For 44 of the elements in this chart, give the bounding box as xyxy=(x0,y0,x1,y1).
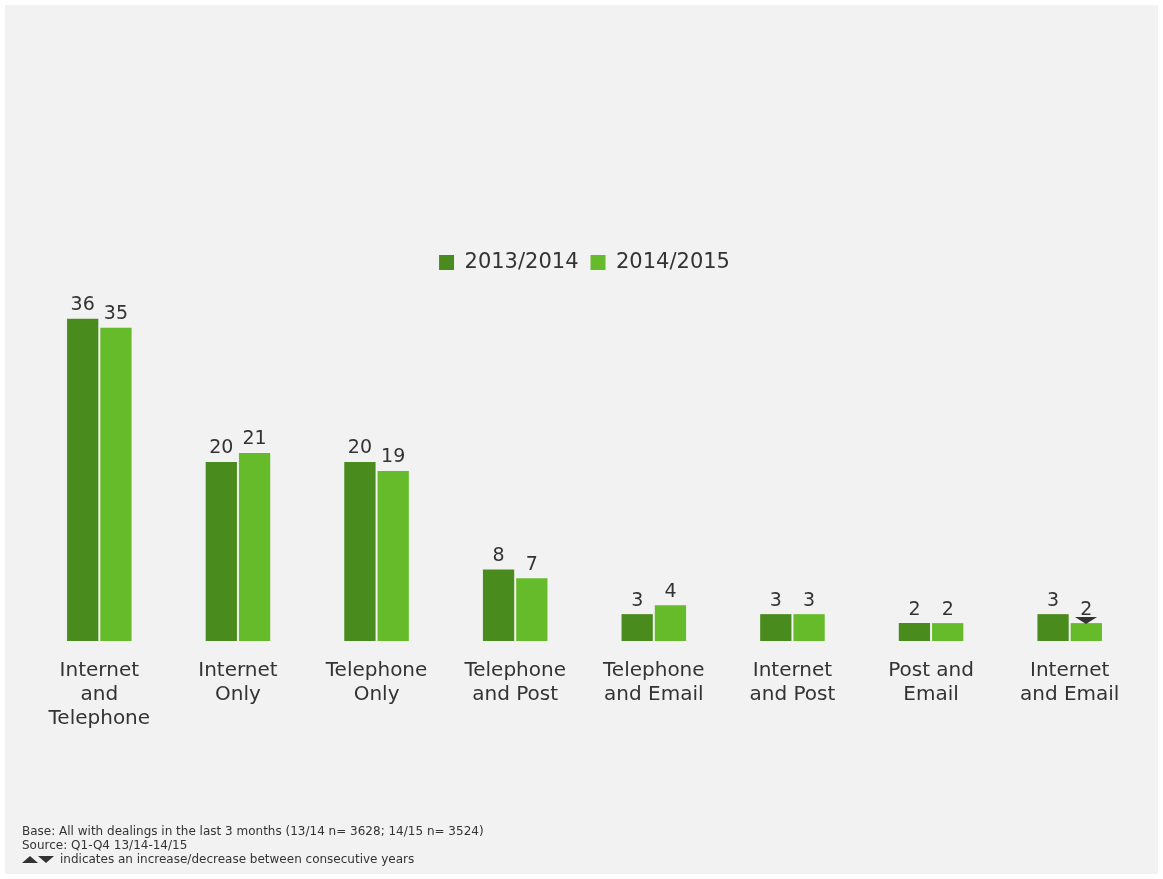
data-label: 3 xyxy=(1047,587,1060,610)
legend-label: 2013/2014 xyxy=(464,248,579,273)
data-label: 20 xyxy=(347,435,373,458)
x-tick-label: Telephone and Post xyxy=(463,657,566,706)
data-label: 19 xyxy=(381,444,406,467)
data-label: 35 xyxy=(103,301,129,324)
data-label: 3 xyxy=(631,587,644,610)
data-label: 21 xyxy=(242,426,267,449)
bar xyxy=(344,462,376,641)
bar xyxy=(1037,614,1069,641)
bar xyxy=(760,614,792,641)
legend-label: 2014/2015 xyxy=(616,248,730,273)
bar xyxy=(898,623,931,641)
x-tick-label: Internet and Email xyxy=(1019,657,1120,706)
bar xyxy=(377,470,409,641)
data-label: 20 xyxy=(209,435,234,458)
data-label: 2 xyxy=(908,596,921,619)
data-label: 36 xyxy=(70,292,95,315)
data-label: 8 xyxy=(492,542,505,565)
x-tick-label: Internet Only xyxy=(198,657,278,706)
bar xyxy=(205,462,237,641)
data-label: 3 xyxy=(769,587,782,610)
x-tick-label: Internet and Telephone xyxy=(47,657,151,730)
bar xyxy=(516,578,548,641)
source-note: Source: Q1-Q4 13/14-14/15 xyxy=(22,838,189,852)
bar xyxy=(654,605,687,641)
data-label: 2 xyxy=(1080,596,1093,619)
bar xyxy=(67,318,99,641)
bar xyxy=(621,614,653,641)
bar xyxy=(482,569,515,641)
bar xyxy=(793,614,825,641)
data-label: 2 xyxy=(941,596,954,619)
bar xyxy=(100,327,132,641)
data-label: 4 xyxy=(664,578,677,601)
data-label: 7 xyxy=(525,551,538,574)
x-tick-label: Post and Email xyxy=(888,657,974,706)
bar xyxy=(932,623,964,641)
text: Base: All with dealings in the last 3 months (13/14 n= 3628; 14/15 n= 3524) xyxy=(22,824,484,838)
x-tick-label: Telephone and Email xyxy=(602,657,705,706)
text: indicates an increase/decrease between consecutive years xyxy=(59,852,416,866)
x-tick-label: Internet and Post xyxy=(749,657,836,706)
bar xyxy=(238,453,271,641)
data-label: 3 xyxy=(803,587,816,610)
x-tick-label: Telephone Only xyxy=(324,657,428,706)
